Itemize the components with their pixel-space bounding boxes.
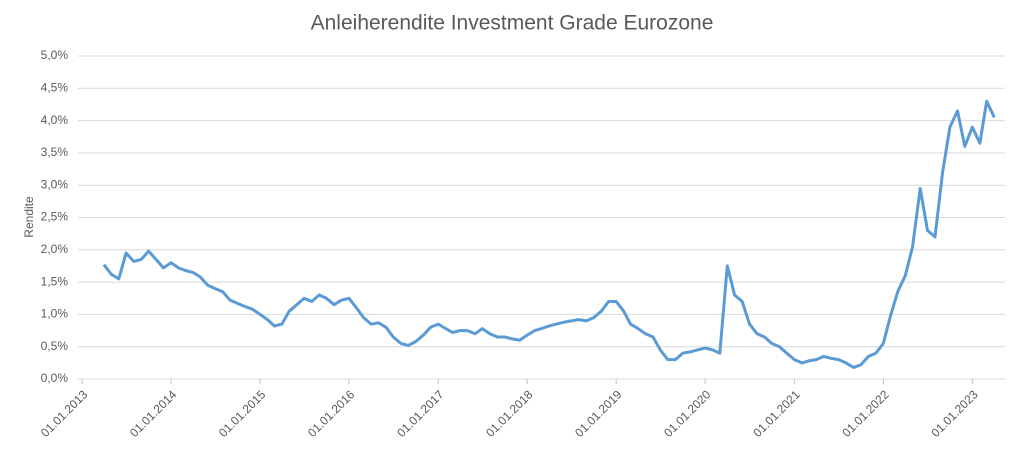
x-tick-label: 01.01.2019 (572, 387, 625, 440)
x-tick-label: 01.01.2022 (839, 387, 892, 440)
x-tick-label: 01.01.2013 (38, 387, 91, 440)
x-tick-label: 01.01.2021 (750, 387, 803, 440)
y-tick-label: 1,0% (41, 307, 69, 321)
y-axis-label: Rendite (22, 196, 36, 238)
y-tick-label: 0,0% (41, 371, 69, 385)
y-tick-label: 3,5% (41, 145, 69, 159)
chart-title: Anleiherendite Investment Grade Eurozone (311, 12, 714, 35)
y-tick-label: 2,5% (41, 210, 69, 224)
y-tick-label: 4,0% (41, 113, 69, 127)
data-line (102, 99, 996, 369)
x-tick-label: 01.01.2023 (928, 387, 981, 440)
x-tick-label: 01.01.2015 (216, 387, 269, 440)
y-tick-label: 4,5% (41, 80, 69, 94)
y-tick-label: 5,0% (41, 48, 69, 62)
x-tick-label: 01.01.2017 (394, 387, 447, 440)
y-tick-label: 3,0% (41, 177, 69, 191)
x-tick-label: 01.01.2020 (661, 387, 714, 440)
x-tick-label: 01.01.2014 (127, 387, 180, 440)
x-tick-label: 01.01.2016 (305, 387, 358, 440)
y-tick-label: 2,0% (41, 242, 69, 256)
y-tick-label: 1,5% (41, 274, 69, 288)
y-tick-label: 0,5% (41, 339, 69, 353)
x-tick-label: 01.01.2018 (483, 387, 536, 440)
